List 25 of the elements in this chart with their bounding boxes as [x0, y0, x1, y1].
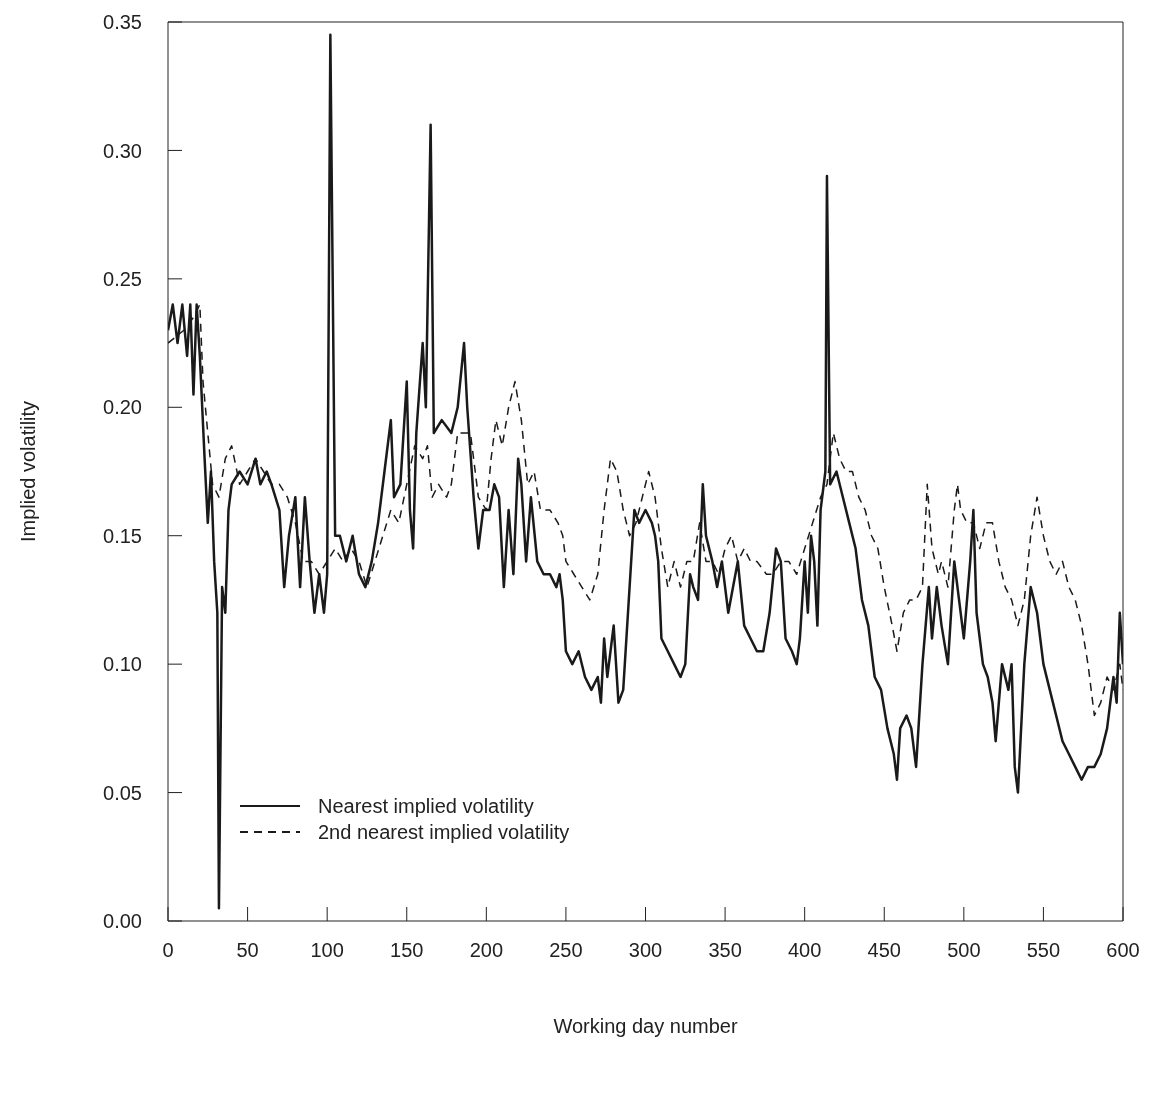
y-tick-label: 0.15	[103, 524, 142, 547]
y-tick-label: 0.05	[103, 781, 142, 804]
x-tick-label: 450	[867, 939, 901, 962]
legend-label: Nearest implied volatility	[318, 794, 534, 819]
y-tick-label: 0.20	[103, 396, 142, 419]
y-tick-label: 0.10	[103, 653, 142, 676]
x-tick-label: 400	[787, 939, 822, 962]
y-tick-label: 0.25	[103, 267, 142, 290]
x-tick-label: 500	[947, 939, 981, 962]
legend-label: 2nd nearest implied volatility	[318, 820, 570, 845]
y-tick-label: 0.35	[103, 11, 142, 34]
x-tick-label: 300	[628, 939, 663, 962]
x-tick-label: 250	[549, 939, 583, 962]
x-tick-label: 150	[390, 939, 424, 962]
x-tick-label: 550	[1026, 939, 1061, 962]
x-tick-label: 350	[708, 939, 742, 962]
x-tick-label: 200	[469, 939, 504, 962]
x-tick-label: 0	[162, 939, 174, 962]
y-axis-title: Implied volatility	[17, 400, 40, 543]
y-tick-label: 0.00	[103, 910, 142, 933]
x-tick-label: 600	[1106, 939, 1140, 962]
y-tick-label: 0.30	[103, 139, 142, 162]
x-axis-title: Working day number	[553, 1015, 738, 1037]
x-tick-label: 50	[236, 939, 259, 962]
x-tick-label: 100	[310, 939, 344, 962]
